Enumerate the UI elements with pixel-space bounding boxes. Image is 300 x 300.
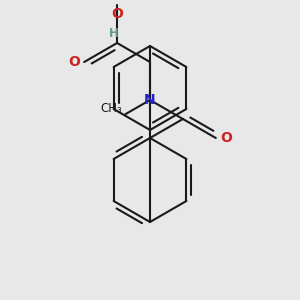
Text: H: H — [109, 27, 119, 40]
Text: O: O — [220, 131, 232, 145]
Text: O: O — [111, 7, 123, 21]
Text: CH₃: CH₃ — [100, 102, 122, 115]
Text: O: O — [68, 55, 80, 69]
Text: N: N — [144, 93, 156, 107]
